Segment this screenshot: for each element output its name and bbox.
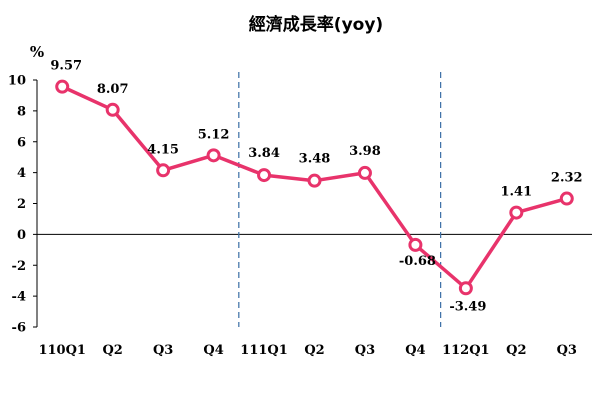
y-tick-label: 10: [8, 74, 26, 89]
data-point: [559, 191, 574, 206]
data-label: 4.15: [147, 142, 179, 157]
year-dividers: [238, 72, 442, 327]
data-point: [156, 163, 171, 178]
x-tick-label: 111Q1: [240, 343, 288, 358]
x-tick-label: Q3: [153, 343, 173, 358]
y-tick-label: 0: [17, 228, 26, 243]
y-tick-label: 4: [17, 166, 26, 181]
x-tick-label: 110Q1: [38, 343, 86, 358]
data-point: [509, 205, 524, 220]
data-point: [206, 148, 221, 163]
x-tick-label: Q4: [405, 343, 425, 358]
y-tick-label: -4: [12, 290, 26, 305]
y-tick-label: -6: [12, 321, 26, 336]
y-tick-label: 2: [17, 197, 26, 212]
x-tick-label: Q4: [203, 343, 223, 358]
data-point: [357, 165, 372, 180]
data-label: 9.57: [50, 59, 82, 74]
data-label: 3.48: [299, 152, 331, 167]
x-tick-label: Q2: [102, 343, 122, 358]
data-label: 1.41: [500, 185, 532, 200]
x-tick-label: Q3: [557, 343, 577, 358]
data-point: [307, 173, 322, 188]
y-tick-label: -2: [12, 259, 26, 274]
data-label: 3.84: [248, 146, 280, 161]
chart-title: 經濟成長率(yoy): [249, 14, 383, 35]
y-tick-label: 6: [17, 135, 26, 150]
x-tick-label: Q2: [304, 343, 324, 358]
data-label: 2.32: [551, 171, 583, 186]
data-label: 8.07: [97, 82, 129, 97]
data-label: -3.49: [449, 299, 486, 314]
x-tick-label: Q2: [506, 343, 526, 358]
data-label: 3.98: [349, 144, 381, 159]
y-tick-labels: 10 8 6 4 2 0 -2 -4 -6: [8, 74, 26, 336]
data-point: [408, 237, 423, 252]
y-tick-label: 8: [17, 104, 26, 119]
x-tick-label: Q3: [355, 343, 375, 358]
data-point: [257, 168, 272, 183]
x-tick-labels: 110Q1 Q2 Q3 Q4 111Q1 Q2 Q3 Q4 112Q1 Q2 Q3: [38, 343, 576, 358]
x-tick-label: 112Q1: [442, 343, 490, 358]
data-markers: [55, 79, 574, 296]
data-label: -0.68: [399, 254, 436, 269]
data-point: [105, 102, 120, 117]
axes: [33, 79, 592, 328]
y-axis-unit-label: %: [30, 43, 44, 61]
data-label: 5.12: [198, 127, 230, 142]
data-point: [458, 281, 473, 296]
data-labels: 9.57 8.07 4.15 5.12 3.84 3.48 3.98 -0.68 -3.49 1.…: [50, 59, 582, 315]
data-point: [55, 79, 70, 94]
